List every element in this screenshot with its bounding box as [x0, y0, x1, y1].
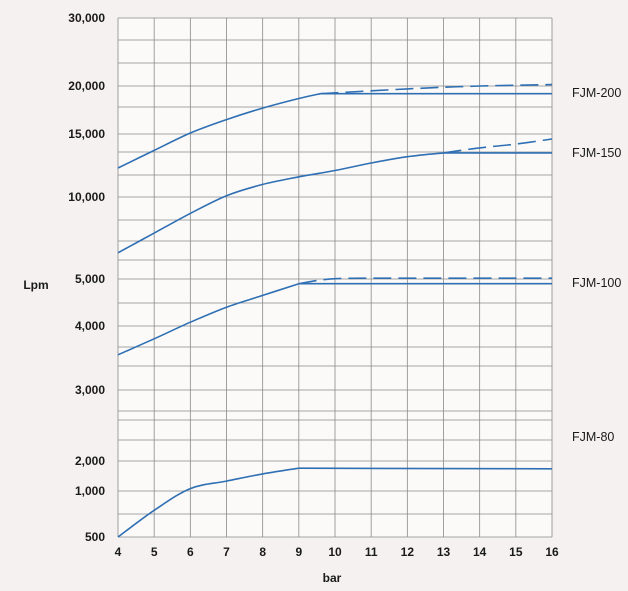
y-tick-label: 4,000: [75, 319, 105, 333]
y-tick-label: 15,000: [68, 127, 105, 141]
series-dashed-fjm-150: [443, 138, 553, 154]
x-tick-label: 16: [545, 545, 559, 559]
x-tick-label: 6: [187, 545, 194, 559]
series-dashed-fjm-200: [320, 83, 553, 95]
y-tick-label: 20,000: [68, 79, 105, 93]
x-tick-label: 4: [115, 545, 122, 559]
x-axis-label: bar: [323, 571, 342, 585]
series-label-fjm-80: FJM-80: [572, 430, 614, 444]
y-tick-label: 3,000: [75, 383, 105, 397]
series-line-fjm-100: [117, 282, 300, 356]
y-tick-label: 1,000: [75, 484, 105, 498]
y-tick-label: 30,000: [68, 11, 105, 25]
x-tick-label: 14: [473, 545, 487, 559]
series-line-fjm-150: [117, 152, 444, 254]
y-tick-label: 500: [85, 530, 105, 544]
series-line-fjm-80: [117, 467, 299, 538]
series-label-fjm-150: FJM-150: [572, 146, 621, 160]
x-tick-label: 7: [223, 545, 230, 559]
y-tick-label: 2,000: [75, 454, 105, 468]
series-dashed-fjm-100: [298, 277, 553, 285]
x-tick-label: 12: [401, 545, 415, 559]
x-tick-label: 11: [365, 545, 378, 559]
x-tick-label: 10: [328, 545, 342, 559]
y-tick-label: 10,000: [68, 190, 105, 204]
y-tick-label: 5,000: [75, 272, 105, 286]
series-line-fjm-200: [117, 92, 321, 169]
x-tick-label: 15: [509, 545, 523, 559]
y-tick-labels: 500 1,000 2,000 3,000 4,000 5,000 10,000 15,000…: [68, 11, 105, 544]
series-flat-fjm-80: [298, 467, 553, 470]
series-label-fjm-100: FJM-100: [572, 276, 621, 290]
x-tick-label: 13: [437, 545, 451, 559]
series-label-fjm-200: FJM-200: [572, 86, 621, 100]
series-layer: FJM-200 FJM-150 FJM-100 FJM-80: [117, 83, 621, 538]
y-axis-label: Lpm: [23, 278, 48, 292]
x-tick-label: 9: [295, 545, 302, 559]
x-tick-label: 8: [259, 545, 266, 559]
x-tick-labels: 4 5 6 7 8 9 10 11 12 13 14 15 16: [115, 545, 559, 559]
x-tick-label: 5: [151, 545, 158, 559]
